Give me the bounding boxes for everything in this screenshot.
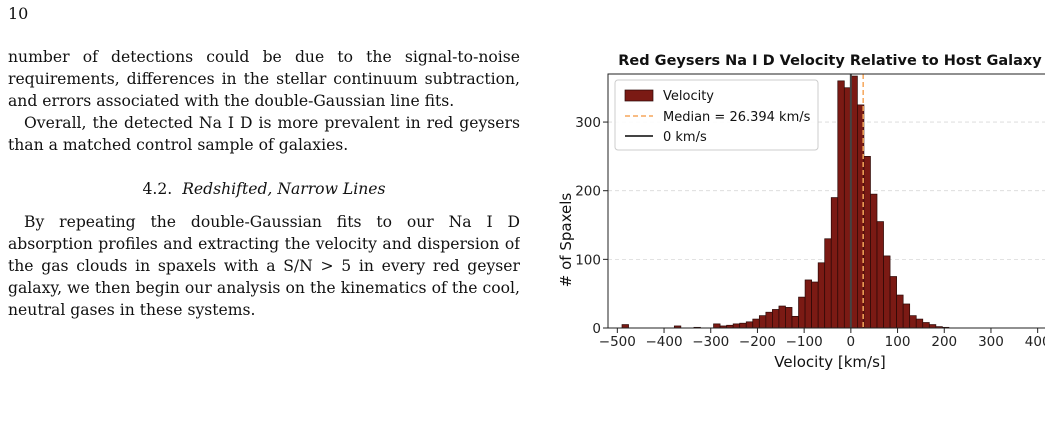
histogram-bar [902,303,911,329]
y-tick-label: 200 [575,184,601,200]
paragraph: By repeating the double-Gaussian fits to… [8,213,520,319]
x-tick-label: 400 [1025,334,1045,350]
page-number: 10 [8,4,29,23]
x-tick-label: −500 [599,334,636,350]
histogram-bar [889,276,897,329]
histogram-bar [732,323,741,329]
histogram-bar [811,281,819,329]
histogram-bar [739,322,747,329]
x-tick-label: 100 [885,334,911,350]
legend-label: 0 km/s [663,130,707,145]
legend-label: Median = 26.394 km/s [663,110,811,125]
y-axis-label: # of Spaxels [557,193,575,288]
histogram-bar [785,307,793,329]
histogram-bar [798,296,806,329]
histogram-bar [928,324,937,329]
histogram-bar [745,321,754,329]
y-tick-label: 0 [592,321,601,337]
histogram-bar [909,315,917,329]
histogram-bar [758,315,767,329]
histogram-bar [791,315,799,329]
y-tick-label: 100 [575,252,601,268]
histogram-bar [883,255,891,329]
x-tick-label: −100 [786,334,823,350]
section-title: Redshifted, Narrow Lines [182,180,386,198]
histogram-bar [830,197,839,329]
histogram-bar [922,322,930,329]
plot-frame [607,73,1045,329]
paragraph: number of detections could be due to the… [8,48,520,110]
histogram-bar [804,279,812,329]
histogram-bar [752,318,760,329]
section-heading: 4.2. Redshifted, Narrow Lines [8,178,520,200]
legend-label: Velocity [663,89,714,104]
x-tick-label: 200 [931,334,957,350]
histogram-bar [713,323,721,329]
x-tick-label: 300 [978,334,1004,350]
histogram-bar [817,262,826,329]
histogram-bar [876,221,884,329]
text-column: number of detections could be due to the… [8,46,520,446]
x-axis-label: Velocity [km/s] [774,353,885,371]
histogram-bar [863,156,871,329]
legend-box [614,79,819,151]
histogram-bar [765,311,773,329]
histogram-bar [870,193,878,329]
paragraph: Overall, the detected Na I D is more pre… [8,114,520,154]
x-tick-label: −400 [645,334,682,350]
histogram-bar [896,294,904,329]
legend-swatch-velocity [624,89,654,102]
histogram-bar [915,318,924,329]
histogram-bar [772,309,780,329]
histogram-bar [778,305,786,329]
histogram-bar [824,238,832,329]
histogram-bar [621,324,629,329]
histogram-bar [837,80,845,329]
chart-title: Red Geysers Na I D Velocity Relative to … [618,53,1042,69]
y-tick-label: 300 [575,115,601,131]
x-tick-label: 0 [847,334,856,350]
x-tick-label: −200 [739,334,776,350]
x-tick-label: −300 [692,334,729,350]
velocity-histogram: Red Geysers Na I D Velocity Relative to … [557,53,1045,371]
section-number: 4.2. [142,180,173,198]
